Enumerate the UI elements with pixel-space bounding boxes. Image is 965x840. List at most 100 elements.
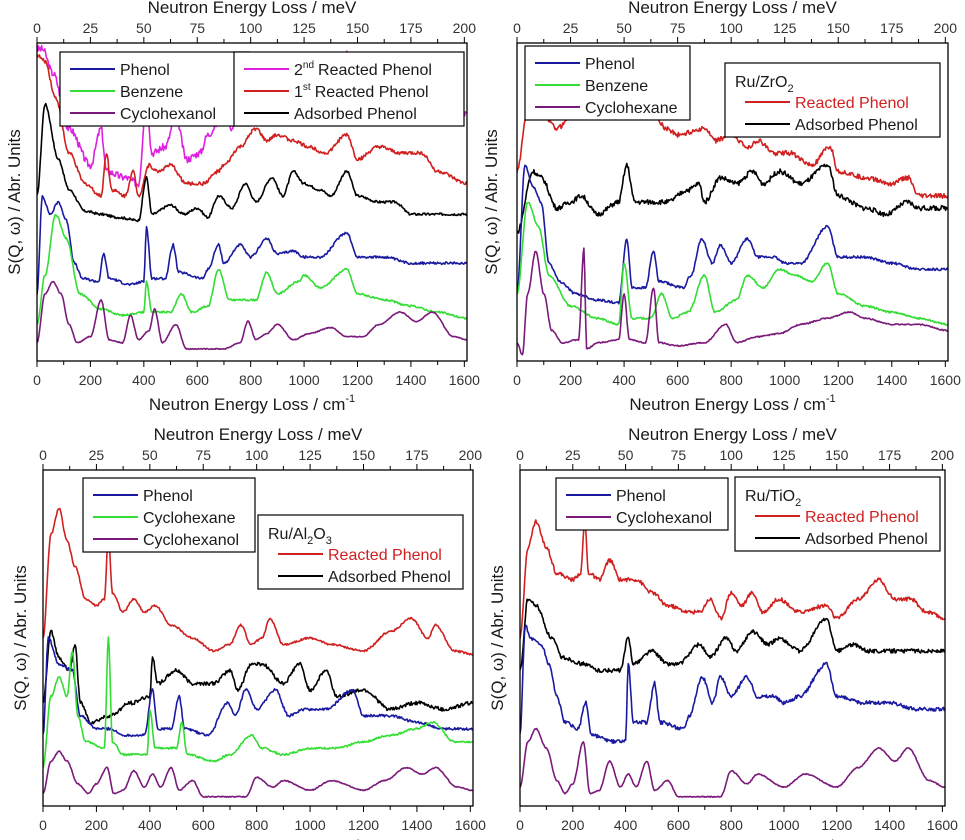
x-top-tick-label: 125: [773, 20, 797, 36]
x-top-tick-label: 150: [346, 20, 370, 36]
x-top-tick-label: 150: [352, 447, 376, 463]
x-tick-label: 800: [239, 372, 263, 388]
x-tick-label: 200: [85, 817, 109, 833]
x-top-axis-title: Neutron Energy Loss / meV: [628, 0, 837, 17]
legend-references: Phenol Cyclohexanol: [555, 477, 729, 531]
plot-frame: [42, 469, 474, 807]
plot-frame: [36, 42, 468, 362]
x-axis-title: Neutron Energy Loss / cm-1: [629, 838, 835, 840]
series-group: [43, 507, 473, 798]
y-axis-title: S(Q, ω) / Abr. Units: [5, 129, 24, 275]
x-top-tick-label: 200: [934, 20, 958, 36]
x-top-tick-label: 200: [931, 447, 955, 463]
x-tick-label: 400: [612, 372, 636, 388]
x-top-tick-label: 100: [245, 447, 269, 463]
legend-label: Adsorbed Phenol: [805, 531, 928, 548]
legend-label: Cyclohexanol: [143, 532, 239, 549]
legend-label: Cyclohexane: [585, 100, 678, 117]
x-top-tick-label: 25: [89, 447, 105, 463]
legend-label: 2nd Reacted Phenol: [294, 60, 432, 79]
x-top-axis-title: Neutron Energy Loss / meV: [154, 425, 363, 444]
panel-bottom-right: 0 200 400 600 800 1000 1200 1400 1600 0 25 50 75 100 1…: [488, 425, 958, 840]
y-axis-title: S(Q, ω) / Abr. Units: [482, 129, 501, 275]
legend-label: 1st Reacted Phenol: [294, 82, 429, 101]
x-tick-label: 200: [79, 372, 103, 388]
series-line-1st-reacted-phenol: [37, 54, 467, 199]
x-tick-label: 600: [186, 372, 210, 388]
legend-label: Phenol: [143, 488, 193, 505]
x-tick-label: 0: [516, 817, 524, 833]
legend-label: Adsorbed Phenol: [294, 106, 417, 123]
series-line-benzene: [37, 214, 467, 325]
x-top-tick-label: 175: [878, 447, 902, 463]
x-top-tick-label: 100: [239, 20, 263, 36]
x-top-tick-label: 200: [453, 20, 477, 36]
panel-bottom-left: 0 200 400 600 800 1000 1200 1400 1600 0 25 50 75 100 1…: [11, 425, 486, 840]
x-tick-label: 1000: [289, 372, 320, 388]
x-tick-label: 800: [719, 372, 743, 388]
legend-label: Cyclohexanol: [120, 106, 216, 123]
x-top-tick-label: 0: [516, 447, 524, 463]
x-top-tick-label: 75: [189, 20, 205, 36]
x-tick-label: 1000: [768, 817, 799, 833]
x-top-tick-label: 175: [399, 20, 423, 36]
legend-label: Cyclohexanol: [616, 510, 712, 527]
x-tick-label: 0: [513, 372, 521, 388]
legend-title: Ru/Al2O3: [268, 526, 332, 547]
x-tick-label: 400: [132, 372, 156, 388]
x-tick-label: 1600: [930, 372, 961, 388]
x-top-tick-label: 150: [825, 447, 849, 463]
x-top-tick-label: 175: [880, 20, 904, 36]
legend-label: Reacted Phenol: [795, 95, 909, 112]
x-top-axis-title: Neutron Energy Loss / meV: [628, 425, 837, 444]
x-top-tick-label: 0: [33, 20, 41, 36]
x-top-tick-label: 0: [39, 447, 47, 463]
legend-references: Phenol Benzene Cyclohexanol: [59, 51, 251, 127]
plot-frame: [516, 42, 949, 362]
x-top-tick-label: 125: [292, 20, 316, 36]
x-top-axis-title: Neutron Energy Loss / meV: [148, 0, 357, 17]
x-top-tick-label: 50: [142, 447, 158, 463]
x-tick-label: 1400: [874, 817, 905, 833]
x-tick-label: 1000: [769, 372, 800, 388]
x-tick-label: 800: [245, 817, 269, 833]
x-tick-label: 600: [192, 817, 216, 833]
x-tick-label: 1400: [876, 372, 907, 388]
series-line-phenol: [43, 636, 473, 738]
x-top-tick-label: 50: [616, 20, 632, 36]
series-line-phenol: [37, 195, 467, 295]
x-top-tick-label: 75: [671, 447, 687, 463]
x-tick-label: 1000: [295, 817, 326, 833]
x-tick-label: 200: [561, 817, 585, 833]
legend-label: Phenol: [616, 488, 666, 505]
series-line-reacted-phenol: [520, 519, 945, 639]
x-tick-label: 1200: [821, 817, 852, 833]
x-tick-label: 400: [138, 817, 162, 833]
x-tick-label: 1600: [455, 817, 486, 833]
x-tick-label: 1600: [927, 817, 958, 833]
x-tick-label: 1600: [449, 372, 480, 388]
legend-references: Phenol Cyclohexane Cyclohexanol: [82, 477, 256, 553]
x-top-tick-label: 100: [719, 20, 743, 36]
legend-label: Reacted Phenol: [805, 509, 919, 526]
series-line-reacted-phenol: [43, 507, 473, 656]
legend-label: Benzene: [120, 84, 183, 101]
legend-samples: 2nd Reacted Phenol 1st Reacted Phenol Adsorb…: [233, 51, 465, 127]
series-line-adsorbed-phenol: [517, 162, 948, 234]
x-top-tick-label: 25: [83, 20, 99, 36]
series-line-cyclohexanol: [43, 750, 473, 798]
legend-references: Phenol Benzene Cyclohexane: [524, 45, 691, 121]
x-top-tick-label: 100: [720, 447, 744, 463]
x-top-tick-label: 75: [670, 20, 686, 36]
x-axis-title: Neutron Energy Loss / cm-1: [155, 838, 361, 840]
x-tick-label: 400: [614, 817, 638, 833]
x-top-tick-label: 200: [459, 447, 483, 463]
legend-label: Phenol: [120, 62, 170, 79]
x-top-tick-label: 125: [298, 447, 322, 463]
x-tick-label: 1200: [348, 817, 379, 833]
series-line-adsorbed-phenol: [37, 102, 467, 223]
plot-frame: [519, 469, 946, 807]
legend-label: Cyclohexane: [143, 510, 236, 527]
